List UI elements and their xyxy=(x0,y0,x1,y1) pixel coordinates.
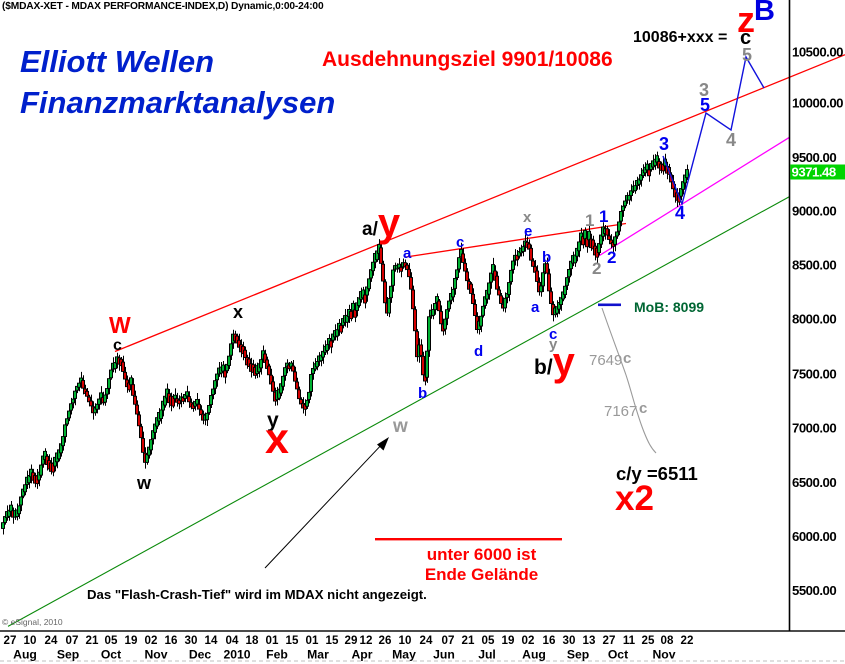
svg-text:Aug: Aug xyxy=(13,648,37,662)
svg-text:Jun: Jun xyxy=(433,648,455,662)
svg-text:01: 01 xyxy=(306,634,319,647)
svg-text:15: 15 xyxy=(326,634,339,647)
svg-text:08: 08 xyxy=(661,634,674,647)
svg-text:05: 05 xyxy=(482,634,495,647)
svg-text:30: 30 xyxy=(185,634,198,647)
svg-text:Sep: Sep xyxy=(567,648,589,662)
svg-text:7000.00: 7000.00 xyxy=(792,421,836,436)
svg-text:5500.00: 5500.00 xyxy=(792,583,836,598)
svg-text:16: 16 xyxy=(543,634,556,647)
svg-text:6000.00: 6000.00 xyxy=(792,529,836,544)
svg-text:Jul: Jul xyxy=(478,648,496,662)
svg-text:May: May xyxy=(392,648,416,662)
svg-text:2010: 2010 xyxy=(223,648,250,662)
svg-text:9371.48: 9371.48 xyxy=(792,165,836,180)
svg-text:24: 24 xyxy=(45,634,58,647)
svg-text:15: 15 xyxy=(286,634,299,647)
svg-text:18: 18 xyxy=(246,634,259,647)
svg-text:6500.00: 6500.00 xyxy=(792,475,836,490)
svg-text:19: 19 xyxy=(125,634,138,647)
svg-text:21: 21 xyxy=(86,634,99,647)
svg-text:11: 11 xyxy=(623,634,636,647)
svg-text:Mar: Mar xyxy=(307,648,329,662)
svg-text:02: 02 xyxy=(522,634,535,647)
svg-text:07: 07 xyxy=(66,634,79,647)
svg-text:27: 27 xyxy=(4,634,17,647)
svg-text:Oct: Oct xyxy=(101,648,121,662)
svg-text:9500.00: 9500.00 xyxy=(792,150,836,165)
svg-text:24: 24 xyxy=(420,634,433,647)
svg-text:Nov: Nov xyxy=(144,648,167,662)
svg-text:8000.00: 8000.00 xyxy=(792,312,836,327)
svg-text:22: 22 xyxy=(681,634,694,647)
svg-text:16: 16 xyxy=(165,634,178,647)
svg-text:01: 01 xyxy=(266,634,279,647)
svg-text:05: 05 xyxy=(105,634,118,647)
svg-text:10500.00: 10500.00 xyxy=(792,45,843,60)
svg-text:Sep: Sep xyxy=(57,648,79,662)
svg-text:10: 10 xyxy=(24,634,37,647)
svg-text:Feb: Feb xyxy=(266,648,288,662)
svg-text:7500.00: 7500.00 xyxy=(792,367,836,382)
svg-text:21: 21 xyxy=(462,634,475,647)
svg-text:9000.00: 9000.00 xyxy=(792,204,836,219)
svg-text:26: 26 xyxy=(379,634,392,647)
svg-text:Oct: Oct xyxy=(608,648,628,662)
svg-text:29: 29 xyxy=(345,634,358,647)
svg-text:12: 12 xyxy=(360,634,373,647)
svg-text:Dec: Dec xyxy=(189,648,212,662)
svg-text:Nov: Nov xyxy=(652,648,675,662)
svg-text:14: 14 xyxy=(205,634,218,647)
svg-text:04: 04 xyxy=(226,634,239,647)
svg-text:10000.00: 10000.00 xyxy=(792,96,843,111)
svg-text:27: 27 xyxy=(603,634,616,647)
svg-text:8500.00: 8500.00 xyxy=(792,258,836,273)
svg-text:02: 02 xyxy=(145,634,158,647)
svg-text:30: 30 xyxy=(563,634,576,647)
svg-text:10: 10 xyxy=(399,634,412,647)
svg-text:19: 19 xyxy=(502,634,515,647)
svg-text:13: 13 xyxy=(583,634,596,647)
svg-text:25: 25 xyxy=(642,634,655,647)
svg-text:Apr: Apr xyxy=(352,648,373,662)
svg-text:07: 07 xyxy=(442,634,455,647)
svg-text:Aug: Aug xyxy=(522,648,546,662)
